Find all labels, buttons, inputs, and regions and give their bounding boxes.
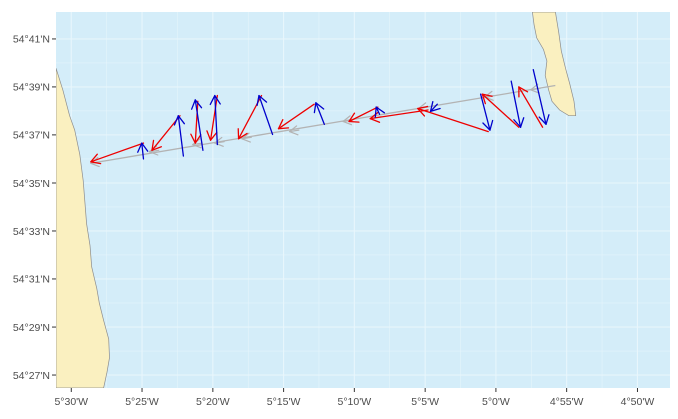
y-tick-label: 54°31'N	[13, 274, 50, 286]
x-tick-label: 4°55'W	[550, 396, 584, 408]
blue-arrow-layer	[137, 68, 550, 160]
blue-vector-arrow	[532, 68, 550, 126]
x-axis: 5°30'W 5°25'W 5°20'W 5°15'W 5°10'W 5°5'W 5°0'W…	[54, 388, 654, 408]
y-tick-label: 54°41'N	[13, 34, 50, 46]
land-east-coast	[532, 12, 577, 117]
land-layer	[56, 12, 577, 388]
blue-vector-arrow	[256, 94, 274, 136]
x-tick-label: 5°25'W	[125, 396, 159, 408]
y-axis: 54°27'N 54°29'N 54°31'N 54°33'N 54°35'N 54°37…	[13, 34, 56, 382]
y-tick-label: 54°37'N	[13, 130, 50, 142]
blue-vector-arrow	[479, 93, 494, 131]
x-tick-label: 5°5'W	[411, 396, 439, 408]
red-vector-arrow	[90, 142, 145, 165]
blue-vector-arrow	[209, 94, 221, 146]
blue-vector-arrow	[313, 102, 326, 126]
red-vector-arrow	[417, 105, 489, 133]
y-tick-label: 54°29'N	[13, 322, 50, 334]
red-vector-arrow	[481, 93, 520, 128]
x-tick-label: 5°30'W	[54, 396, 88, 408]
sea-panel	[56, 12, 670, 388]
x-tick-label: 5°15'W	[267, 396, 301, 408]
track-arrow	[288, 125, 300, 136]
track-arrow	[241, 132, 252, 143]
land-west-coast	[56, 68, 110, 388]
x-tick-label: 5°20'W	[196, 396, 230, 408]
red-vector-arrow	[518, 86, 544, 128]
track-arrow	[214, 136, 225, 147]
x-tick-label: 5°10'W	[338, 396, 372, 408]
y-tick-label: 54°35'N	[13, 178, 50, 190]
ship-track	[90, 84, 556, 164]
y-tick-label: 54°27'N	[13, 370, 50, 382]
blue-vector-arrow	[374, 106, 386, 118]
y-tick-label: 54°39'N	[13, 82, 50, 94]
y-tick-label: 54°33'N	[13, 226, 50, 238]
blue-vector-arrow	[137, 142, 149, 160]
red-vector-arrow	[277, 103, 315, 130]
red-vector-arrow	[348, 106, 379, 123]
x-tick-label: 5°0'W	[482, 396, 510, 408]
x-tick-label: 4°50'W	[621, 396, 655, 408]
red-vector-arrow	[206, 94, 219, 141]
red-vector-arrow	[190, 100, 202, 144]
blue-vector-arrow	[510, 80, 525, 128]
red-arrow-layer	[90, 86, 544, 165]
track-arrow	[530, 83, 541, 94]
grid-layer	[56, 12, 670, 388]
blue-vector-arrow	[173, 115, 185, 157]
blue-vector-arrow	[190, 99, 204, 151]
blue-vector-arrow	[429, 101, 441, 113]
